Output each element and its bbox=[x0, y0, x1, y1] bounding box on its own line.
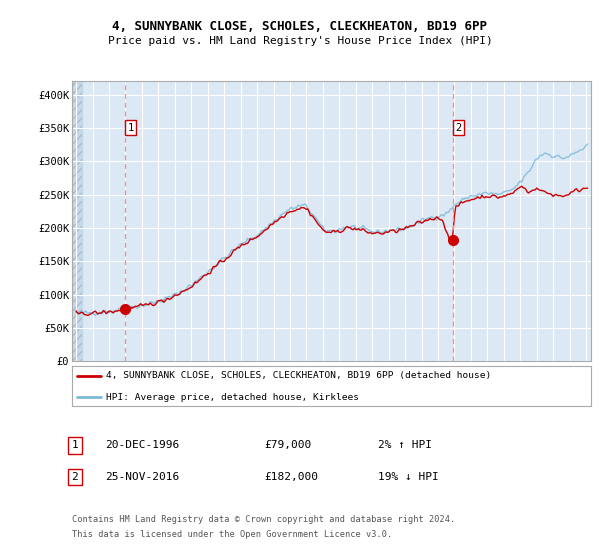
Text: 25-NOV-2016: 25-NOV-2016 bbox=[105, 472, 179, 482]
Text: 1: 1 bbox=[71, 440, 79, 450]
Text: £182,000: £182,000 bbox=[264, 472, 318, 482]
Text: 4, SUNNYBANK CLOSE, SCHOLES, CLECKHEATON, BD19 6PP: 4, SUNNYBANK CLOSE, SCHOLES, CLECKHEATON… bbox=[113, 20, 487, 32]
Text: 2: 2 bbox=[71, 472, 79, 482]
Text: 2: 2 bbox=[455, 123, 461, 133]
Text: 1: 1 bbox=[127, 123, 134, 133]
Text: Price paid vs. HM Land Registry's House Price Index (HPI): Price paid vs. HM Land Registry's House … bbox=[107, 36, 493, 46]
Text: This data is licensed under the Open Government Licence v3.0.: This data is licensed under the Open Gov… bbox=[72, 530, 392, 539]
Text: HPI: Average price, detached house, Kirklees: HPI: Average price, detached house, Kirk… bbox=[106, 393, 359, 402]
Text: 2% ↑ HPI: 2% ↑ HPI bbox=[378, 440, 432, 450]
Text: £79,000: £79,000 bbox=[264, 440, 311, 450]
Text: 19% ↓ HPI: 19% ↓ HPI bbox=[378, 472, 439, 482]
Bar bbox=[72, 81, 82, 361]
Text: 4, SUNNYBANK CLOSE, SCHOLES, CLECKHEATON, BD19 6PP (detached house): 4, SUNNYBANK CLOSE, SCHOLES, CLECKHEATON… bbox=[106, 371, 491, 380]
Bar bbox=[72, 81, 82, 361]
Text: Contains HM Land Registry data © Crown copyright and database right 2024.: Contains HM Land Registry data © Crown c… bbox=[72, 515, 455, 524]
Text: 20-DEC-1996: 20-DEC-1996 bbox=[105, 440, 179, 450]
